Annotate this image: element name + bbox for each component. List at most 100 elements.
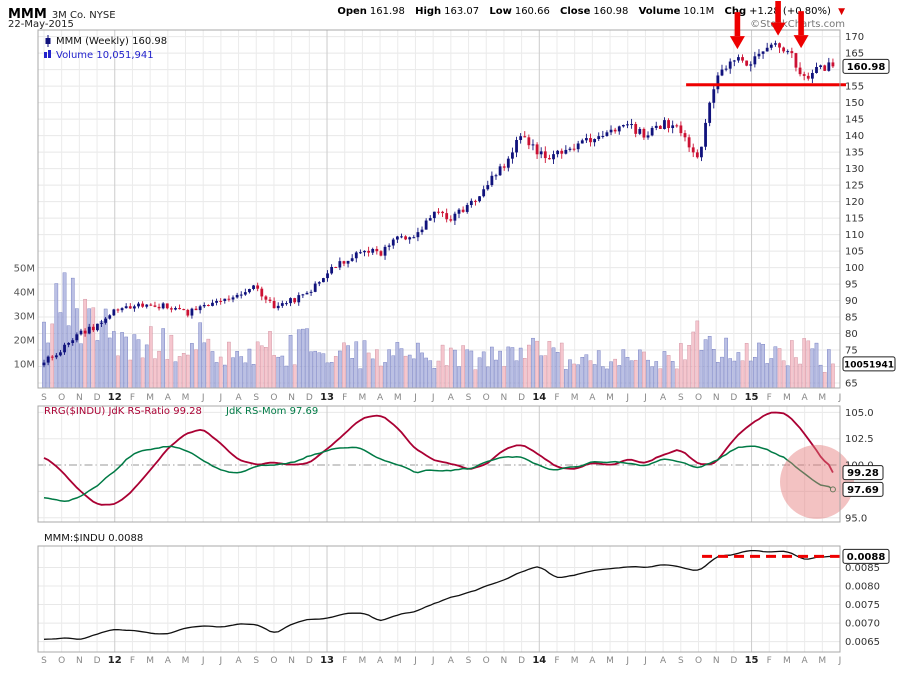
svg-text:80: 80	[845, 329, 858, 340]
svg-text:A: A	[660, 393, 667, 403]
svg-text:J: J	[219, 656, 223, 666]
svg-text:F: F	[767, 393, 772, 403]
volume-value: 10.1M	[683, 6, 715, 17]
svg-text:13: 13	[320, 655, 334, 666]
chg-label: Chg	[724, 6, 747, 17]
volume-icon	[44, 52, 47, 58]
svg-text:M: M	[182, 656, 190, 666]
svg-text:J: J	[201, 393, 205, 403]
svg-text:D: D	[730, 393, 737, 403]
svg-text:165: 165	[845, 49, 864, 60]
svg-text:170: 170	[845, 32, 864, 43]
change-direction-caret: ▼	[838, 7, 845, 17]
svg-text:A: A	[235, 656, 242, 666]
svg-text:J: J	[643, 393, 647, 403]
svg-text:N: N	[713, 393, 720, 403]
svg-text:F: F	[554, 393, 559, 403]
low-label: Low	[489, 6, 512, 17]
svg-text:155: 155	[845, 82, 864, 93]
svg-text:M: M	[818, 393, 826, 403]
svg-text:85: 85	[845, 313, 858, 324]
svg-text:S: S	[466, 656, 472, 666]
svg-text:40M: 40M	[14, 288, 35, 299]
ratio-line	[43, 549, 833, 640]
svg-text:12: 12	[108, 392, 122, 403]
legends: MMM (Weekly) 160.98 Volume 10,051,941 RR…	[44, 35, 318, 544]
high-label: High	[415, 6, 442, 17]
svg-text:140: 140	[845, 131, 864, 142]
svg-text:N: N	[288, 393, 295, 403]
svg-text:97.69: 97.69	[847, 485, 879, 496]
svg-text:O: O	[58, 656, 65, 666]
svg-text:14: 14	[532, 392, 546, 403]
svg-text:O: O	[483, 393, 490, 403]
svg-text:D: D	[94, 393, 101, 403]
svg-text:M: M	[818, 656, 826, 666]
svg-text:S: S	[41, 393, 47, 403]
svg-text:A: A	[377, 656, 384, 666]
svg-text:F: F	[554, 656, 559, 666]
svg-text:A: A	[377, 393, 384, 403]
svg-text:F: F	[130, 656, 135, 666]
svg-text:D: D	[730, 656, 737, 666]
svg-text:A: A	[165, 656, 172, 666]
svg-text:120: 120	[845, 197, 864, 208]
high-value: 163.07	[444, 6, 480, 17]
svg-text:S: S	[41, 656, 47, 666]
ticker-symbol: MMM	[8, 7, 47, 22]
svg-text:0.0075: 0.0075	[845, 600, 880, 611]
svg-text:J: J	[838, 393, 842, 403]
svg-text:J: J	[625, 656, 629, 666]
svg-text:O: O	[270, 656, 277, 666]
svg-text:105.0: 105.0	[845, 408, 874, 419]
svg-text:S: S	[678, 656, 684, 666]
svg-text:M: M	[783, 656, 791, 666]
svg-text:J: J	[431, 656, 435, 666]
svg-text:12: 12	[108, 655, 122, 666]
svg-text:N: N	[76, 656, 83, 666]
svg-text:160.98: 160.98	[847, 62, 886, 73]
svg-text:102.5: 102.5	[845, 434, 874, 445]
svg-text:N: N	[713, 656, 720, 666]
svg-text:A: A	[802, 656, 809, 666]
svg-text:20M: 20M	[14, 336, 35, 347]
svg-text:J: J	[413, 656, 417, 666]
svg-text:D: D	[94, 656, 101, 666]
svg-text:J: J	[431, 393, 435, 403]
svg-text:J: J	[201, 656, 205, 666]
svg-text:F: F	[767, 656, 772, 666]
svg-text:A: A	[448, 393, 455, 403]
svg-text:150: 150	[845, 98, 864, 109]
svg-text:D: D	[518, 656, 525, 666]
svg-text:F: F	[130, 393, 135, 403]
svg-text:N: N	[501, 393, 508, 403]
svg-text:0.0080: 0.0080	[845, 582, 880, 593]
svg-text:M: M	[606, 393, 614, 403]
svg-text:105: 105	[845, 247, 864, 258]
rs-mom-legend: JdK RS-Mom 97.69	[225, 406, 318, 417]
svg-text:F: F	[342, 656, 347, 666]
arrow-annotations	[729, 1, 809, 50]
svg-text:A: A	[589, 393, 596, 403]
svg-text:125: 125	[845, 181, 864, 192]
svg-text:M: M	[571, 656, 579, 666]
svg-text:M: M	[571, 393, 579, 403]
svg-text:S: S	[253, 656, 259, 666]
svg-text:M: M	[394, 393, 402, 403]
svg-text:30M: 30M	[14, 312, 35, 323]
svg-text:145: 145	[845, 115, 864, 126]
open-value: 161.98	[369, 6, 405, 17]
low-value: 160.66	[514, 6, 550, 17]
svg-text:135: 135	[845, 148, 864, 159]
svg-text:A: A	[589, 656, 596, 666]
price-legend: MMM (Weekly) 160.98	[56, 36, 167, 47]
svg-text:M: M	[182, 393, 190, 403]
svg-text:O: O	[270, 393, 277, 403]
svg-text:J: J	[643, 656, 647, 666]
svg-text:15: 15	[745, 655, 759, 666]
ratio-legend: MMM:$INDU 0.0088	[44, 533, 143, 544]
svg-text:130: 130	[845, 164, 864, 175]
volume-label: Volume	[638, 6, 681, 17]
svg-text:J: J	[413, 393, 417, 403]
